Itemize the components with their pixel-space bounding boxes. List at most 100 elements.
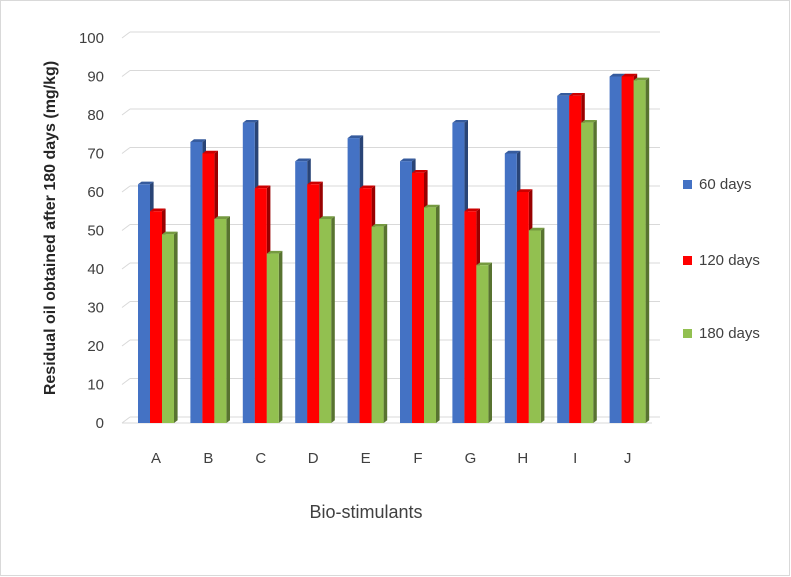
bar-top <box>504 150 521 154</box>
bar-side <box>436 204 440 423</box>
bar-top <box>452 120 468 123</box>
bar-top <box>464 208 480 212</box>
bar-top <box>150 208 166 212</box>
bar-side <box>540 227 545 423</box>
bar-front <box>452 122 465 423</box>
bar-front <box>347 138 360 423</box>
bar-front <box>138 184 150 423</box>
bar-top <box>138 181 154 185</box>
gridline-depth <box>121 378 131 385</box>
bar-top <box>347 135 364 139</box>
bar-front <box>516 192 529 423</box>
bar-front <box>621 76 634 423</box>
bar-top <box>528 227 545 231</box>
bar <box>371 223 388 423</box>
bar-front <box>254 188 267 423</box>
bar <box>266 250 283 423</box>
bar-side <box>488 262 492 423</box>
bar-front <box>214 218 227 423</box>
x-tick-label: F <box>413 450 422 467</box>
bar <box>319 216 335 423</box>
gridline-depth <box>121 31 131 39</box>
bar-top <box>359 185 376 189</box>
bar-top <box>266 250 283 254</box>
x-tick-label: I <box>573 450 577 467</box>
y-tick-label: 40 <box>87 261 104 278</box>
x-axis-ticks: A B C D E F G H I J <box>151 450 631 467</box>
bar-top <box>162 231 178 235</box>
bar-top <box>476 262 492 266</box>
bar-front <box>307 184 320 423</box>
bar <box>424 204 440 423</box>
bar-top <box>400 158 416 162</box>
bar-front <box>242 122 255 423</box>
legend-swatch <box>683 256 692 265</box>
bar-front <box>319 218 332 423</box>
y-tick-label: 10 <box>87 377 104 394</box>
legend-swatch <box>683 180 692 189</box>
x-tick-label: E <box>361 450 371 467</box>
y-axis-label: Residual oil obtained after 180 days (mg… <box>42 61 59 395</box>
bar-front <box>400 161 412 423</box>
bar-top <box>307 181 323 185</box>
y-tick-label: 80 <box>87 107 104 124</box>
y-tick-label: 90 <box>87 69 104 86</box>
x-tick-label: H <box>517 450 528 467</box>
bar-front <box>424 207 436 423</box>
legend-swatch <box>683 329 692 338</box>
bar-top <box>621 73 638 77</box>
bar <box>633 77 650 424</box>
legend-label: 120 days <box>699 252 760 269</box>
bar-top <box>190 139 206 142</box>
bar-top <box>424 204 440 208</box>
bar <box>581 120 597 423</box>
bar-front <box>557 95 570 423</box>
bar-top <box>371 223 388 227</box>
bar <box>162 231 178 423</box>
bar-side <box>174 231 178 423</box>
x-axis-label: Bio-stimulants <box>309 502 422 522</box>
bar-top <box>214 216 230 219</box>
gridline-depth <box>121 70 131 77</box>
bar-front <box>464 211 477 423</box>
gridline-depth <box>121 416 131 424</box>
gridline-depth <box>121 108 131 116</box>
bar-front <box>266 253 279 423</box>
x-tick-label: D <box>308 450 319 467</box>
bar-top <box>412 170 428 173</box>
gridline-depth <box>121 224 131 231</box>
bar-front <box>569 95 582 423</box>
bar-top <box>557 93 573 96</box>
bar-front <box>295 161 308 423</box>
bar-side <box>593 120 597 423</box>
bar-front <box>528 230 541 423</box>
bar-front <box>504 153 517 423</box>
bar-side <box>645 77 650 424</box>
bar <box>476 262 492 423</box>
bar <box>214 216 230 423</box>
bar-front <box>359 188 372 423</box>
gridline-depth <box>121 301 131 308</box>
y-tick-label: 60 <box>87 184 104 201</box>
bar-side <box>278 250 283 423</box>
bar-front <box>150 211 162 423</box>
bar-front <box>202 153 215 423</box>
bar-top <box>516 189 533 192</box>
y-tick-label: 20 <box>87 338 104 355</box>
bar-front <box>581 122 594 423</box>
bar-front <box>633 80 646 423</box>
bar-top <box>633 77 650 81</box>
bar <box>528 227 545 423</box>
bar-top <box>581 120 597 123</box>
y-tick-label: 50 <box>87 223 104 240</box>
gridline-depth <box>121 185 131 193</box>
y-axis-ticks: 0 10 20 30 40 50 60 70 80 90 100 <box>79 30 104 432</box>
legend-label: 60 days <box>699 176 752 193</box>
bar-front <box>190 141 203 423</box>
bar-side <box>331 216 335 423</box>
bar-top <box>295 158 311 162</box>
x-tick-label: A <box>151 450 161 467</box>
bar-front <box>476 265 489 423</box>
